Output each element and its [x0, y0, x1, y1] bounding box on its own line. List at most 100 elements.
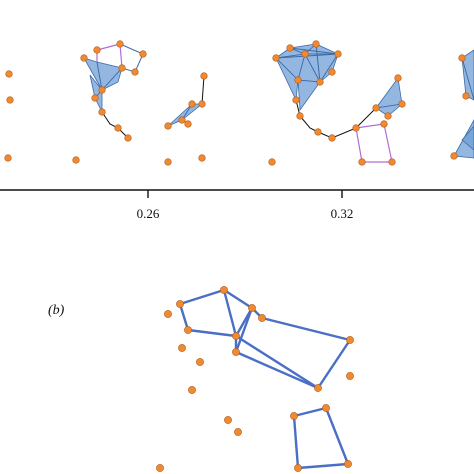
- node: [164, 122, 172, 130]
- simplex-face: [461, 57, 474, 101]
- snapshot-0: [4, 70, 80, 164]
- purple-edge: [119, 43, 123, 69]
- node: [196, 358, 204, 366]
- panel-label: (b): [48, 303, 65, 318]
- simplex-face: [101, 67, 123, 91]
- graph-edge: [235, 334, 319, 390]
- simplex-edge: [289, 47, 339, 55]
- node: [6, 96, 14, 104]
- snapshot-1: [80, 40, 208, 166]
- node: [301, 50, 309, 58]
- node: [384, 112, 392, 120]
- simplex-face: [181, 103, 204, 121]
- node: [372, 104, 380, 112]
- snapshot-3: [450, 49, 474, 160]
- snapshot-2: [268, 40, 406, 166]
- node: [114, 124, 122, 132]
- node: [188, 100, 196, 108]
- node: [98, 86, 106, 94]
- node: [268, 158, 276, 166]
- node: [184, 326, 192, 334]
- node: [156, 464, 164, 472]
- node: [4, 154, 12, 162]
- node: [322, 404, 330, 412]
- node: [312, 40, 320, 48]
- node: [178, 344, 186, 352]
- node: [91, 94, 99, 102]
- node: [258, 314, 266, 322]
- simplex-edge: [119, 43, 144, 55]
- purple-edge: [355, 123, 393, 163]
- node: [220, 286, 228, 294]
- black-edge: [295, 99, 319, 133]
- node: [450, 152, 458, 160]
- node: [5, 70, 13, 78]
- node: [176, 300, 184, 308]
- node: [164, 158, 172, 166]
- node: [118, 64, 126, 72]
- graph-edge: [223, 288, 254, 337]
- node: [346, 336, 354, 344]
- node: [178, 116, 186, 124]
- black-edge: [355, 107, 377, 129]
- node: [286, 44, 294, 52]
- node: [334, 50, 342, 58]
- simplex-face: [461, 125, 474, 151]
- node: [232, 348, 240, 356]
- tick-label: 0.32: [331, 206, 354, 221]
- node: [388, 158, 396, 166]
- node: [296, 112, 304, 120]
- node: [344, 460, 352, 468]
- node: [316, 78, 324, 86]
- simplex-face: [94, 88, 103, 113]
- black-edge: [101, 111, 129, 139]
- node: [198, 154, 206, 162]
- node: [139, 50, 147, 58]
- node: [462, 92, 470, 100]
- graph-edge: [292, 406, 350, 470]
- node: [200, 72, 208, 80]
- node: [184, 120, 192, 128]
- node: [398, 100, 406, 108]
- node: [294, 76, 302, 84]
- black-edge: [317, 127, 357, 139]
- node: [164, 310, 172, 318]
- panel-b-nodes: [156, 286, 354, 472]
- node: [131, 68, 139, 76]
- node: [290, 412, 298, 420]
- node: [248, 304, 256, 312]
- panel-a: 0.26 0.32: [0, 40, 474, 221]
- node: [72, 156, 80, 164]
- simplex-face: [275, 57, 299, 102]
- node: [93, 46, 101, 54]
- node: [124, 134, 132, 142]
- panel-b: (b): [48, 286, 354, 472]
- node: [232, 332, 240, 340]
- node: [272, 54, 280, 62]
- node: [394, 74, 402, 82]
- node: [346, 372, 354, 380]
- simplex-face: [297, 79, 321, 112]
- node: [328, 134, 336, 142]
- simplex-edge: [315, 43, 321, 83]
- node: [116, 40, 124, 48]
- node: [328, 68, 336, 76]
- node: [292, 96, 300, 104]
- graph-edge: [234, 307, 319, 390]
- simplex-face: [319, 53, 339, 83]
- node: [294, 464, 302, 472]
- graph-edge: [251, 307, 352, 389]
- purple-edge: [96, 43, 121, 51]
- time-axis: 0.26 0.32: [0, 189, 474, 221]
- simplex-face: [374, 103, 404, 117]
- node: [314, 384, 322, 392]
- node: [352, 124, 360, 132]
- node: [80, 54, 88, 62]
- node: [98, 108, 106, 116]
- node: [234, 428, 242, 436]
- node: [224, 416, 232, 424]
- node: [198, 100, 206, 108]
- node: [314, 128, 322, 136]
- black-edge: [201, 75, 205, 105]
